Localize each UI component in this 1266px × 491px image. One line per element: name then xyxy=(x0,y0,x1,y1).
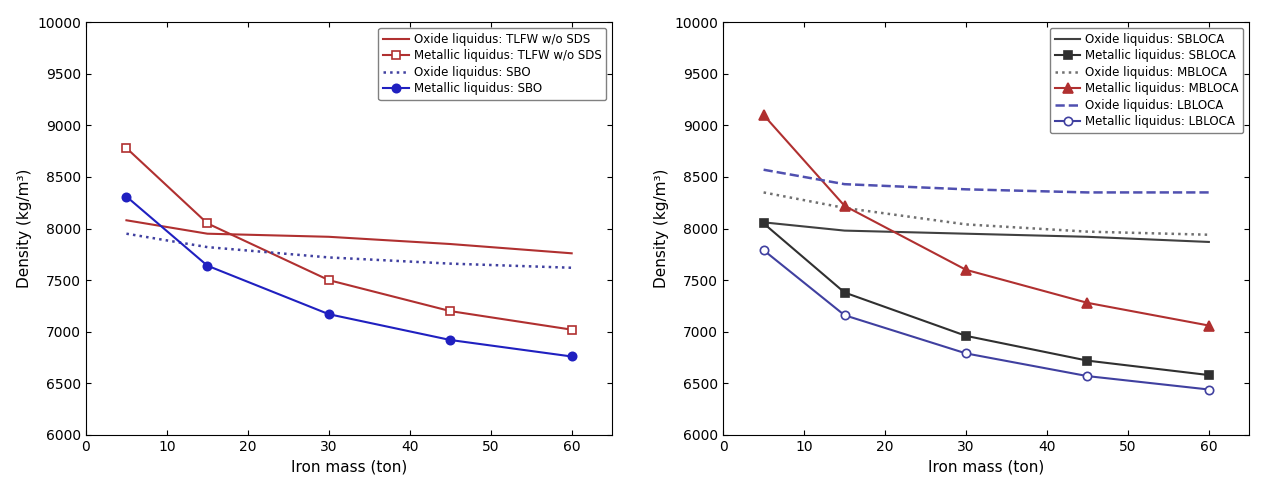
Line: Metallic liquidus: SBLOCA: Metallic liquidus: SBLOCA xyxy=(760,219,1213,379)
Oxide liquidus: MBLOCA: (5, 8.35e+03): MBLOCA: (5, 8.35e+03) xyxy=(756,190,771,195)
Metallic liquidus: LBLOCA: (5, 7.79e+03): LBLOCA: (5, 7.79e+03) xyxy=(756,247,771,253)
Oxide liquidus: SBLOCA: (15, 7.98e+03): SBLOCA: (15, 7.98e+03) xyxy=(837,228,852,234)
Metallic liquidus: SBO: (30, 7.17e+03): SBO: (30, 7.17e+03) xyxy=(322,311,337,317)
Oxide liquidus: SBLOCA: (60, 7.87e+03): SBLOCA: (60, 7.87e+03) xyxy=(1201,239,1217,245)
Line: Metallic liquidus: TLFW w/o SDS: Metallic liquidus: TLFW w/o SDS xyxy=(123,144,576,334)
Y-axis label: Density (kg/m³): Density (kg/m³) xyxy=(653,169,668,288)
Line: Metallic liquidus: SBO: Metallic liquidus: SBO xyxy=(123,192,576,361)
Oxide liquidus: SBLOCA: (5, 8.06e+03): SBLOCA: (5, 8.06e+03) xyxy=(756,219,771,225)
Oxide liquidus: SBO: (30, 7.72e+03): SBO: (30, 7.72e+03) xyxy=(322,254,337,260)
Oxide liquidus: LBLOCA: (30, 8.38e+03): LBLOCA: (30, 8.38e+03) xyxy=(958,187,974,192)
Metallic liquidus: TLFW w/o SDS: (45, 7.2e+03): TLFW w/o SDS: (45, 7.2e+03) xyxy=(443,308,458,314)
Metallic liquidus: SBO: (15, 7.64e+03): SBO: (15, 7.64e+03) xyxy=(200,263,215,269)
Metallic liquidus: TLFW w/o SDS: (60, 7.02e+03): TLFW w/o SDS: (60, 7.02e+03) xyxy=(565,327,580,332)
Metallic liquidus: TLFW w/o SDS: (30, 7.5e+03): TLFW w/o SDS: (30, 7.5e+03) xyxy=(322,277,337,283)
Legend: Oxide liquidus: SBLOCA, Metallic liquidus: SBLOCA, Oxide liquidus: MBLOCA, Metal: Oxide liquidus: SBLOCA, Metallic liquidu… xyxy=(1050,28,1243,133)
Metallic liquidus: SBLOCA: (60, 6.58e+03): SBLOCA: (60, 6.58e+03) xyxy=(1201,372,1217,378)
Oxide liquidus: TLFW w/o SDS: (60, 7.76e+03): TLFW w/o SDS: (60, 7.76e+03) xyxy=(565,250,580,256)
Metallic liquidus: MBLOCA: (15, 8.22e+03): MBLOCA: (15, 8.22e+03) xyxy=(837,203,852,209)
Oxide liquidus: TLFW w/o SDS: (5, 8.08e+03): TLFW w/o SDS: (5, 8.08e+03) xyxy=(119,218,134,223)
Line: Oxide liquidus: SBLOCA: Oxide liquidus: SBLOCA xyxy=(763,222,1209,242)
Oxide liquidus: LBLOCA: (60, 8.35e+03): LBLOCA: (60, 8.35e+03) xyxy=(1201,190,1217,195)
Line: Oxide liquidus: MBLOCA: Oxide liquidus: MBLOCA xyxy=(763,192,1209,235)
Oxide liquidus: LBLOCA: (5, 8.57e+03): LBLOCA: (5, 8.57e+03) xyxy=(756,167,771,173)
X-axis label: Iron mass (ton): Iron mass (ton) xyxy=(291,460,408,474)
Oxide liquidus: SBO: (60, 7.62e+03): SBO: (60, 7.62e+03) xyxy=(565,265,580,271)
Line: Oxide liquidus: SBO: Oxide liquidus: SBO xyxy=(127,234,572,268)
Metallic liquidus: MBLOCA: (5, 9.1e+03): MBLOCA: (5, 9.1e+03) xyxy=(756,112,771,118)
Oxide liquidus: TLFW w/o SDS: (15, 7.95e+03): TLFW w/o SDS: (15, 7.95e+03) xyxy=(200,231,215,237)
Oxide liquidus: SBLOCA: (45, 7.92e+03): SBLOCA: (45, 7.92e+03) xyxy=(1080,234,1095,240)
Metallic liquidus: SBLOCA: (45, 6.72e+03): SBLOCA: (45, 6.72e+03) xyxy=(1080,357,1095,363)
Metallic liquidus: TLFW w/o SDS: (15, 8.05e+03): TLFW w/o SDS: (15, 8.05e+03) xyxy=(200,220,215,226)
Oxide liquidus: SBLOCA: (30, 7.95e+03): SBLOCA: (30, 7.95e+03) xyxy=(958,231,974,237)
Metallic liquidus: MBLOCA: (30, 7.6e+03): MBLOCA: (30, 7.6e+03) xyxy=(958,267,974,273)
X-axis label: Iron mass (ton): Iron mass (ton) xyxy=(928,460,1044,474)
Metallic liquidus: SBO: (60, 6.76e+03): SBO: (60, 6.76e+03) xyxy=(565,354,580,359)
Metallic liquidus: MBLOCA: (60, 7.06e+03): MBLOCA: (60, 7.06e+03) xyxy=(1201,323,1217,328)
Oxide liquidus: MBLOCA: (45, 7.97e+03): MBLOCA: (45, 7.97e+03) xyxy=(1080,229,1095,235)
Oxide liquidus: TLFW w/o SDS: (45, 7.85e+03): TLFW w/o SDS: (45, 7.85e+03) xyxy=(443,241,458,247)
Oxide liquidus: MBLOCA: (60, 7.94e+03): MBLOCA: (60, 7.94e+03) xyxy=(1201,232,1217,238)
Oxide liquidus: MBLOCA: (15, 8.2e+03): MBLOCA: (15, 8.2e+03) xyxy=(837,205,852,211)
Oxide liquidus: LBLOCA: (45, 8.35e+03): LBLOCA: (45, 8.35e+03) xyxy=(1080,190,1095,195)
Metallic liquidus: SBO: (5, 8.31e+03): SBO: (5, 8.31e+03) xyxy=(119,193,134,199)
Metallic liquidus: MBLOCA: (45, 7.28e+03): MBLOCA: (45, 7.28e+03) xyxy=(1080,300,1095,306)
Oxide liquidus: SBO: (45, 7.66e+03): SBO: (45, 7.66e+03) xyxy=(443,261,458,267)
Metallic liquidus: TLFW w/o SDS: (5, 8.78e+03): TLFW w/o SDS: (5, 8.78e+03) xyxy=(119,145,134,151)
Metallic liquidus: SBLOCA: (15, 7.38e+03): SBLOCA: (15, 7.38e+03) xyxy=(837,290,852,296)
Legend: Oxide liquidus: TLFW w/o SDS, Metallic liquidus: TLFW w/o SDS, Oxide liquidus: S: Oxide liquidus: TLFW w/o SDS, Metallic l… xyxy=(379,28,606,100)
Metallic liquidus: LBLOCA: (45, 6.57e+03): LBLOCA: (45, 6.57e+03) xyxy=(1080,373,1095,379)
Metallic liquidus: SBO: (45, 6.92e+03): SBO: (45, 6.92e+03) xyxy=(443,337,458,343)
Y-axis label: Density (kg/m³): Density (kg/m³) xyxy=(16,169,32,288)
Oxide liquidus: SBO: (15, 7.82e+03): SBO: (15, 7.82e+03) xyxy=(200,244,215,250)
Oxide liquidus: MBLOCA: (30, 8.04e+03): MBLOCA: (30, 8.04e+03) xyxy=(958,221,974,227)
Line: Metallic liquidus: LBLOCA: Metallic liquidus: LBLOCA xyxy=(760,246,1213,394)
Line: Oxide liquidus: TLFW w/o SDS: Oxide liquidus: TLFW w/o SDS xyxy=(127,220,572,253)
Oxide liquidus: SBO: (5, 7.95e+03): SBO: (5, 7.95e+03) xyxy=(119,231,134,237)
Line: Metallic liquidus: MBLOCA: Metallic liquidus: MBLOCA xyxy=(758,110,1214,330)
Metallic liquidus: LBLOCA: (15, 7.16e+03): LBLOCA: (15, 7.16e+03) xyxy=(837,312,852,318)
Metallic liquidus: SBLOCA: (5, 8.05e+03): SBLOCA: (5, 8.05e+03) xyxy=(756,220,771,226)
Metallic liquidus: LBLOCA: (30, 6.79e+03): LBLOCA: (30, 6.79e+03) xyxy=(958,351,974,356)
Oxide liquidus: TLFW w/o SDS: (30, 7.92e+03): TLFW w/o SDS: (30, 7.92e+03) xyxy=(322,234,337,240)
Oxide liquidus: LBLOCA: (15, 8.43e+03): LBLOCA: (15, 8.43e+03) xyxy=(837,181,852,187)
Metallic liquidus: LBLOCA: (60, 6.44e+03): LBLOCA: (60, 6.44e+03) xyxy=(1201,386,1217,392)
Metallic liquidus: SBLOCA: (30, 6.96e+03): SBLOCA: (30, 6.96e+03) xyxy=(958,333,974,339)
Line: Oxide liquidus: LBLOCA: Oxide liquidus: LBLOCA xyxy=(763,170,1209,192)
